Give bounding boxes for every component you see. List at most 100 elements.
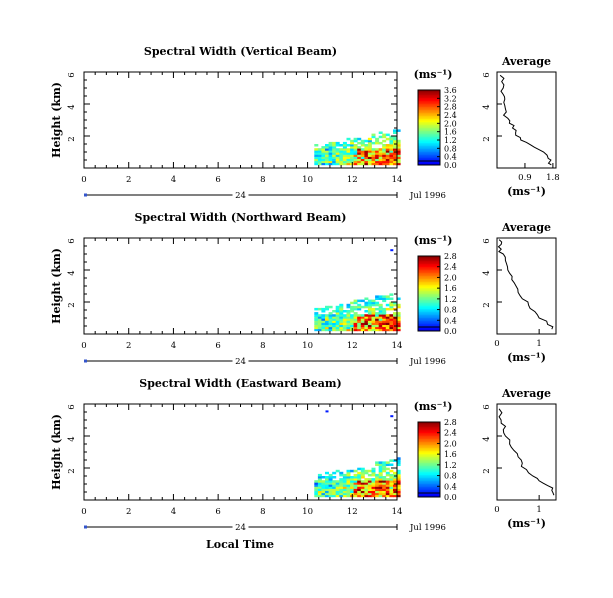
heatmap-cell [346,312,351,315]
colorbar-unit: (ms⁻¹) [414,400,453,413]
heatmap-cell [382,324,387,328]
heatmap-cell [385,484,390,487]
heatmap-cells [314,249,401,332]
colorbar-segment [418,121,440,124]
heatmap-cell [357,482,362,485]
heatmap-cell [328,480,333,483]
colorbar-tick-label: 0.0 [444,493,457,502]
heatmap-cell [346,494,351,498]
heatmap-cell [325,322,329,325]
heatmap-cell [382,488,387,491]
colorbar-tick-label: 2.8 [444,103,457,112]
heatmap-cell [378,131,383,134]
heatmap-cell [339,312,344,315]
heatmap-cell [389,305,394,309]
heatmap-cell [339,150,344,153]
heatmap-cell [314,324,319,328]
heatmap-cell [364,484,369,487]
heatmap-cell [353,139,358,143]
heatmap-cell [382,299,387,303]
heatmap-cell [389,473,394,477]
heatmap-cell [364,162,369,166]
heatmap-cell [335,494,340,498]
heatmap-cell [382,465,387,469]
heatmap-cell [396,297,401,300]
heatmap-cell [393,129,397,132]
heatmap-cell [382,467,387,471]
heatmap-cell [393,326,397,330]
heatmap-cell [317,162,322,166]
heatmap-cell [371,494,376,498]
heatmap-cell [328,305,333,309]
heatmap-cell [382,310,387,313]
heatmap-cell [317,320,322,323]
heatmap-cell [321,482,326,485]
heatmap-cell [393,320,397,323]
colorbar-segment [418,115,440,118]
heatmap-cell [342,328,347,332]
heatmap-cell [321,490,326,494]
heatmap-cell [314,154,319,157]
heatmap-cell [367,150,372,153]
heatmap-cell [353,144,358,147]
heatmap-cell [375,162,380,166]
heatmap-cell [332,494,337,498]
x-tick-label: 6 [215,175,220,185]
heatmap-cell [385,152,390,155]
heatmap-cell [342,324,347,328]
colorbar-segment [418,313,440,315]
heatmap-cell [357,318,362,321]
colorbar-segment [418,429,440,432]
colorbar-segment [418,114,440,116]
heatmap-cell [314,314,319,317]
heatmap-cell [375,312,380,315]
heatmap-cell [367,484,372,487]
heatmap-cell [339,318,344,321]
heatmap-cell [346,324,351,328]
colorbar-segment [418,106,440,109]
colorbar-segment [418,443,440,445]
heatmap-cell [314,480,319,483]
heatmap-cell [314,150,319,153]
colorbar-segment [418,259,440,261]
heatmap-cell [389,484,394,487]
colorbar-segment [418,148,440,151]
heatmap-cell [385,322,390,325]
avg-x-tick-label: 0.9 [518,173,532,183]
heatmap-cell [314,482,319,485]
heatmap-cell [353,301,358,305]
colorbar-tick-label: 2.0 [444,273,457,282]
heatmap-cell [314,152,319,155]
heatmap-cell [375,486,380,489]
heatmap-cell [389,480,394,483]
heatmap-cell [342,326,347,330]
heatmap-cell [364,490,369,494]
heatmap-cell [371,133,376,137]
heatmap-cell [339,154,344,157]
heatmap-cell [375,137,380,141]
heatmap-cell [325,471,329,475]
colorbar-segment [418,422,440,424]
heatmap-cell [317,316,322,319]
heatmap-cell [353,488,358,491]
heatmap-cell [382,160,387,164]
heatmap-cell [364,297,369,300]
heatmap-cell [389,314,394,317]
heatmap-cell [367,154,372,157]
heatmap-cell [357,316,362,319]
colorbar-segment [418,293,440,296]
heatmap-cell [325,494,329,498]
heatmap-cell [342,488,347,491]
heatmap-cell [332,326,337,330]
heatmap-cell [325,305,329,309]
heatmap-cell [385,473,390,477]
heatmap-cell [335,307,340,311]
heatmap-cell [393,322,397,325]
heatmap-cell [378,328,383,332]
heatmap-cell [360,318,365,321]
heatmap-cell [353,494,358,498]
heatmap-cell [325,486,329,489]
heatmap-cell [328,160,333,164]
heatmap-cell [325,410,329,413]
heatmap-cell [382,162,387,166]
